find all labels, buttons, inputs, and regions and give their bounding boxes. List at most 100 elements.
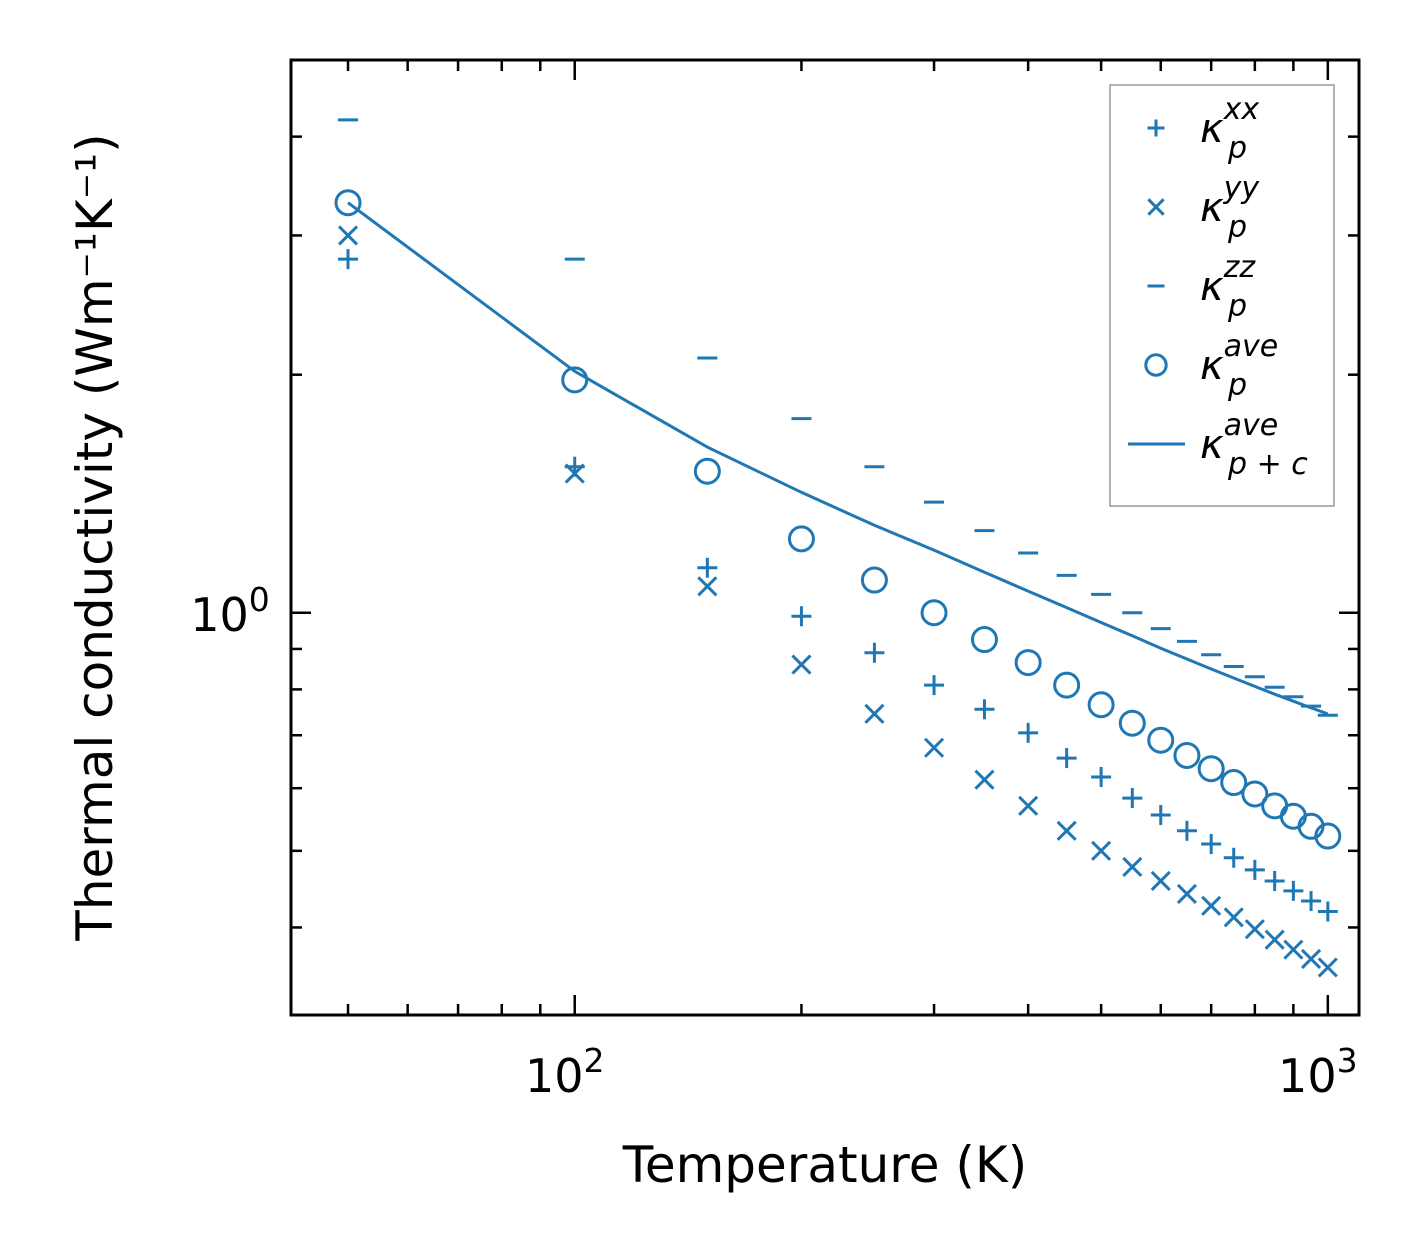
point-kappa_p_xx [697,557,718,578]
marker-stroke [974,769,995,790]
point-kappa_p_ave [1220,769,1248,797]
marker-stroke [1018,795,1039,816]
point-kappa_p_ave [787,525,815,553]
x-tick-label-exp: 2 [584,1041,605,1080]
legend-label-base: κ [1200,185,1224,231]
axes-frame [289,58,1361,1017]
series-kappa_p_yy [337,225,1338,978]
point-kappa_p_ave [920,599,948,627]
point-kappa_p_ave [1197,755,1225,783]
point-kappa_p_xx [1264,870,1285,891]
point-kappa_p_yy [1244,919,1265,940]
marker-stroke [787,525,815,553]
marker-stroke [1144,353,1168,377]
point-kappa_p_yy [864,703,885,724]
marker-stroke [697,576,718,597]
marker-stroke [693,457,721,485]
point-kappa_p_yy [1150,870,1171,892]
point-kappa_p_xx [1223,847,1244,868]
y-tick-label: 100 [190,580,270,642]
plot-area [334,118,1342,978]
marker-stroke [1014,649,1042,677]
y-axis-title: Thermal conductivity (Wm⁻¹K⁻¹) [66,133,124,941]
point-kappa_p_ave [860,566,888,594]
marker-stroke [1300,948,1322,969]
point-kappa_p_xx [924,675,945,696]
legend-label-sup: zz [1223,250,1257,285]
point-kappa_p_ave [1014,649,1042,677]
point-kappa_p_yy [1018,795,1039,816]
point-kappa_p_yy [1264,929,1285,950]
point-kappa_p_yy [1317,957,1338,978]
point-kappa_p_ave [334,189,362,217]
point-kappa_p_yy [1223,907,1244,928]
point-kappa_p_xx [1283,880,1304,901]
point-kappa_p_xx [1244,859,1265,880]
legend-label-kappa_pc_ave: κave [1200,408,1278,468]
marker-stroke [334,189,362,217]
point-kappa_p_ave [1087,691,1115,719]
point-kappa_p_xx [1150,804,1171,825]
point-kappa_p_xx [1201,834,1222,855]
x-tick-label-exp: 3 [1337,1041,1358,1080]
series-kappa_pc_ave [347,201,1329,716]
legend-label-sup: ave [1224,329,1279,364]
legend-label-base: κ [1200,106,1224,152]
point-kappa_p_yy [1300,948,1322,969]
marker-stroke [1176,883,1197,905]
marker-stroke [1056,820,1077,841]
legend-label-sub: p [1227,368,1247,403]
point-kappa_p_yy [974,769,995,790]
marker-stroke [1091,840,1112,861]
legend-label-base: κ [1200,422,1224,468]
legend-label-sup: ave [1224,408,1279,443]
legend-box [1109,84,1335,507]
point-kappa_p_yy [697,576,718,597]
point-kappa_p_ave [1173,741,1201,769]
point-kappa_p_xx [1122,788,1143,809]
marker-stroke [970,626,998,654]
marker-stroke [1241,780,1269,808]
x-tick-label: 102 [525,1041,605,1103]
point-kappa_p_ave [1118,709,1146,737]
y-tick-label-base: 10 [190,588,249,642]
legend-label-sub: p [1227,210,1247,245]
legend-marker-kappa_p_ave [1144,353,1168,377]
point-kappa_p_xx [974,699,995,720]
point-kappa_p_xx [1176,820,1197,841]
marker-stroke [1053,671,1081,699]
marker-stroke [923,737,945,758]
legend-marker-kappa_p_yy [1147,198,1165,216]
point-kappa_p_yy [1056,820,1077,841]
marker-stroke [1223,907,1244,928]
point-kappa_p_xx [1018,722,1039,743]
legend-label-sub: p [1227,131,1247,166]
legend-label-kappa_p_yy: κyy [1200,171,1260,231]
x-tick-label: 103 [1278,1041,1358,1103]
series-line-kappa_pc_ave [347,201,1329,716]
point-kappa_p_yy [1091,840,1112,861]
point-kappa_p_yy [1176,883,1197,905]
point-kappa_p_yy [791,654,812,675]
point-kappa_p_yy [337,225,359,246]
point-kappa_p_yy [1283,939,1304,960]
legend-label-kappa_p_xx: κxx [1200,92,1259,152]
point-kappa_p_xx [1091,766,1112,787]
point-kappa_p_xx [1301,891,1322,912]
y-tick-label-exp: 0 [249,580,270,619]
point-kappa_p_xx [864,642,885,663]
marker-stroke [864,703,885,724]
marker-stroke [1283,939,1304,960]
point-kappa_p_ave [970,626,998,654]
marker-stroke [1118,709,1146,737]
legend-label-sup: xx [1223,92,1260,127]
point-kappa_p_ave [1241,780,1269,808]
legend-label-sub: p + c [1227,447,1308,482]
marker-stroke [1147,726,1175,754]
